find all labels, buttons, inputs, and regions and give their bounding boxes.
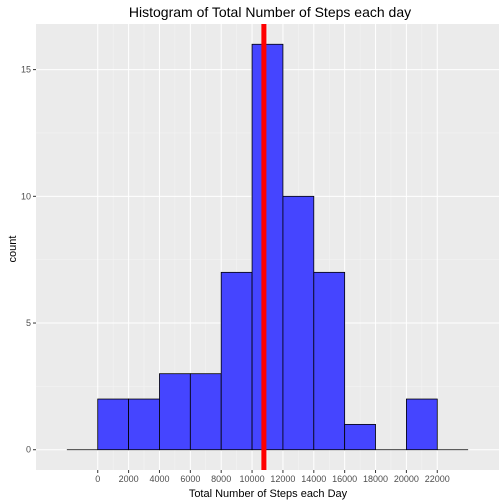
x-tick-label: 10000 [240,474,265,484]
x-tick-label: 18000 [363,474,388,484]
x-tick-label: 6000 [180,474,200,484]
histogram-bar [221,272,252,449]
y-tick-label: 0 [26,445,31,455]
histogram-bar [98,399,129,450]
x-tick-label: 16000 [332,474,357,484]
x-tick-label: 8000 [211,474,231,484]
x-tick-label: 12000 [270,474,295,484]
y-tick-label: 10 [21,191,31,201]
histogram-bar [159,374,190,450]
histogram-bar [129,399,160,450]
y-axis-label: count [7,236,19,263]
x-tick-label: 14000 [301,474,326,484]
x-tick-label: 0 [95,474,100,484]
histogram-bar [406,399,437,450]
x-axis-label: Total Number of Steps each Day [189,488,348,500]
x-tick-label: 20000 [394,474,419,484]
x-tick-label: 4000 [149,474,169,484]
y-axis-ticks: 0 5 10 15 [21,65,36,455]
histogram-bar [314,272,345,449]
chart-title: Histogram of Total Number of Steps each … [129,4,411,20]
x-tick-label: 2000 [119,474,139,484]
histogram-bar [190,374,221,450]
y-tick-label: 5 [26,318,31,328]
histogram-bar [252,44,283,449]
x-axis-ticks: 0 2000 4000 6000 8000 10000 12000 14000 16000 180… [95,470,450,484]
histogram-bar [345,424,376,449]
x-tick-label: 22000 [425,474,450,484]
y-tick-label: 15 [21,65,31,75]
histogram-bar [283,196,314,449]
